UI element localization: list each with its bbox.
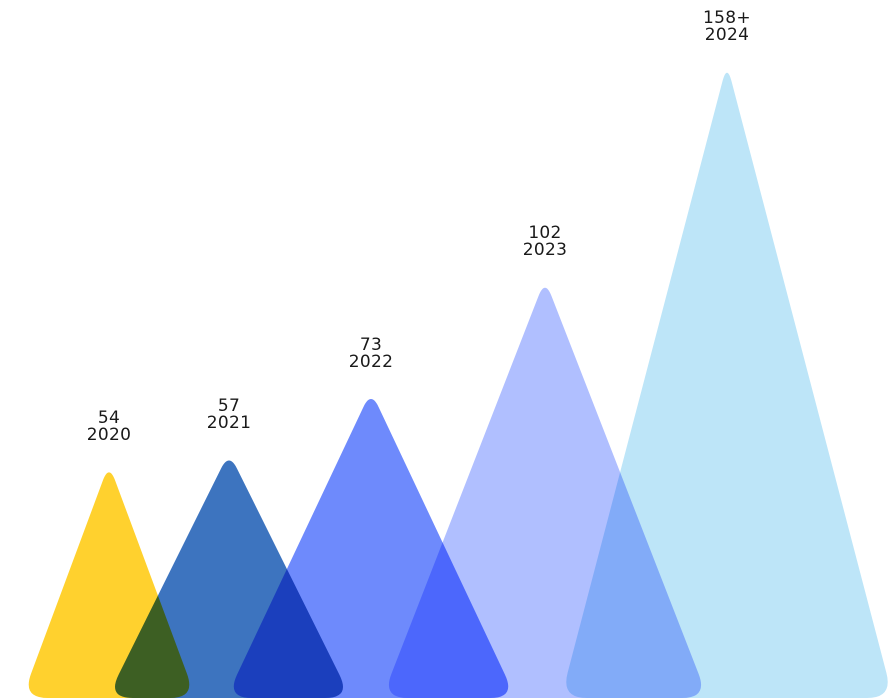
year-label-2021: 2021 — [206, 413, 252, 434]
peak-2024 — [566, 72, 888, 698]
year-label-2020: 2020 — [86, 425, 132, 445]
peaks-group — [28, 72, 888, 698]
peak-label-2024: 158+ 2024 — [667, 10, 787, 44]
value-label-2020: 54 — [97, 408, 121, 428]
peak-label-2021: 57 2021 — [169, 398, 289, 432]
year-label-2024: 2024 — [704, 25, 750, 45]
peak-label-2022: 73 2022 — [311, 334, 431, 372]
value-label-2022: 73 — [359, 334, 383, 355]
value-label-2024: 158+ — [703, 8, 751, 28]
year-label-2022: 2022 — [348, 351, 394, 372]
value-label-2023: 102 — [528, 223, 562, 244]
year-label-2023: 2023 — [522, 240, 568, 261]
value-label-2021: 57 — [217, 396, 241, 417]
peak-label-2020: 54 2020 — [49, 410, 169, 444]
peak-label-2023: 102 2023 — [485, 225, 605, 259]
